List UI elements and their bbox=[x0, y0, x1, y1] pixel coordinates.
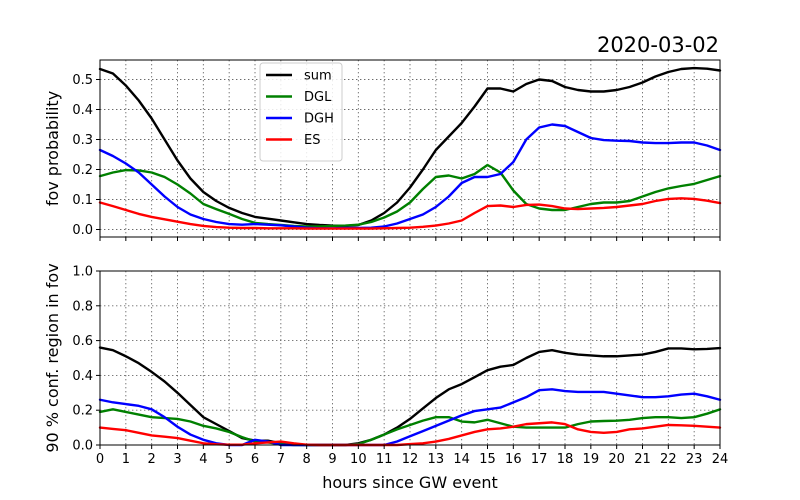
top-series-lines bbox=[98, 66, 722, 230]
xtick-label: 10 bbox=[350, 452, 367, 467]
x-axis-label: hours since GW event bbox=[322, 473, 498, 492]
xtick-label: 1 bbox=[122, 452, 130, 467]
xtick-label: 0 bbox=[96, 452, 104, 467]
bottom-ytick-label: 0.2 bbox=[72, 404, 93, 419]
top-panel: 0.0 0.1 0.2 0.3 0.4 0.5 fov probability sum DG… bbox=[43, 59, 722, 241]
top-ytick-label: 0.3 bbox=[72, 133, 93, 148]
top-ytick-label: 0.4 bbox=[72, 103, 93, 118]
xtick-label: 13 bbox=[428, 452, 445, 467]
xtick-label: 20 bbox=[608, 452, 625, 467]
bottom-ytick-label: 0.4 bbox=[72, 369, 93, 384]
top-line-es bbox=[98, 197, 722, 230]
legend-box bbox=[259, 62, 343, 162]
xtick-label: 14 bbox=[453, 452, 470, 467]
xtick-label: 21 bbox=[634, 452, 651, 467]
bottom-line-sum bbox=[98, 346, 722, 447]
top-line-dgh bbox=[98, 123, 722, 230]
top-ytick-label: 0.5 bbox=[72, 73, 93, 88]
legend-label-dgl: DGL bbox=[304, 90, 332, 105]
xtick-label: 4 bbox=[199, 452, 207, 467]
bottom-line-dgh bbox=[98, 388, 722, 447]
xtick-label: 15 bbox=[479, 452, 496, 467]
bottom-panel: 0 1 2 3 4 5 6 7 8 9 10 11 12 13 14 15 16 17 18 19 20 21 22 23 24… bbox=[43, 263, 728, 492]
xtick-label: 3 bbox=[173, 452, 181, 467]
bottom-ytick-label: 0.6 bbox=[72, 334, 93, 349]
bottom-series-lines bbox=[98, 346, 722, 447]
xtick-label: 18 bbox=[557, 452, 574, 467]
bottom-axes-frame bbox=[99, 270, 721, 446]
bottom-ytick-label: 0.0 bbox=[72, 439, 93, 454]
bottom-ylabel: 90 % conf. region in fov bbox=[43, 263, 62, 452]
top-ylabel: fov probability bbox=[43, 91, 62, 206]
xtick-label: 22 bbox=[660, 452, 677, 467]
bottom-axis-ticks: 0 1 2 3 4 5 6 7 8 9 10 11 12 13 14 15 16 17 18 19 20 21 22 23 24… bbox=[72, 265, 728, 468]
bottom-line-es bbox=[98, 421, 722, 447]
xtick-label: 7 bbox=[277, 452, 285, 467]
legend-label-es: ES bbox=[304, 133, 320, 148]
xtick-label: 23 bbox=[686, 452, 703, 467]
bottom-ytick-label: 0.8 bbox=[72, 299, 93, 314]
xtick-label: 11 bbox=[376, 452, 393, 467]
top-axes-frame bbox=[99, 59, 721, 238]
legend: sum DGL DGH ES bbox=[259, 62, 343, 162]
xtick-label: 19 bbox=[583, 452, 600, 467]
figure-title: 2020-03-02 bbox=[597, 33, 719, 57]
top-line-sum bbox=[98, 66, 722, 228]
top-axis-ticks: 0.0 0.1 0.2 0.3 0.4 0.5 bbox=[72, 73, 721, 241]
top-ytick-label: 0.2 bbox=[72, 163, 93, 178]
xtick-label: 9 bbox=[328, 452, 336, 467]
legend-label-dgh: DGH bbox=[304, 112, 334, 127]
bottom-line-dgl bbox=[98, 408, 722, 447]
bottom-ytick-label: 1.0 bbox=[72, 265, 93, 280]
top-line-dgl bbox=[98, 163, 722, 228]
legend-label-sum: sum bbox=[304, 69, 332, 84]
top-ytick-label: 0.0 bbox=[72, 223, 93, 238]
xtick-label: 5 bbox=[225, 452, 233, 467]
xtick-label: 8 bbox=[303, 452, 311, 467]
top-ytick-label: 0.1 bbox=[72, 193, 93, 208]
xtick-label: 16 bbox=[505, 452, 522, 467]
xtick-label: 6 bbox=[251, 452, 259, 467]
xtick-label: 12 bbox=[402, 452, 419, 467]
xtick-label: 17 bbox=[531, 452, 548, 467]
xtick-label: 2 bbox=[148, 452, 156, 467]
xtick-label: 24 bbox=[712, 452, 729, 467]
